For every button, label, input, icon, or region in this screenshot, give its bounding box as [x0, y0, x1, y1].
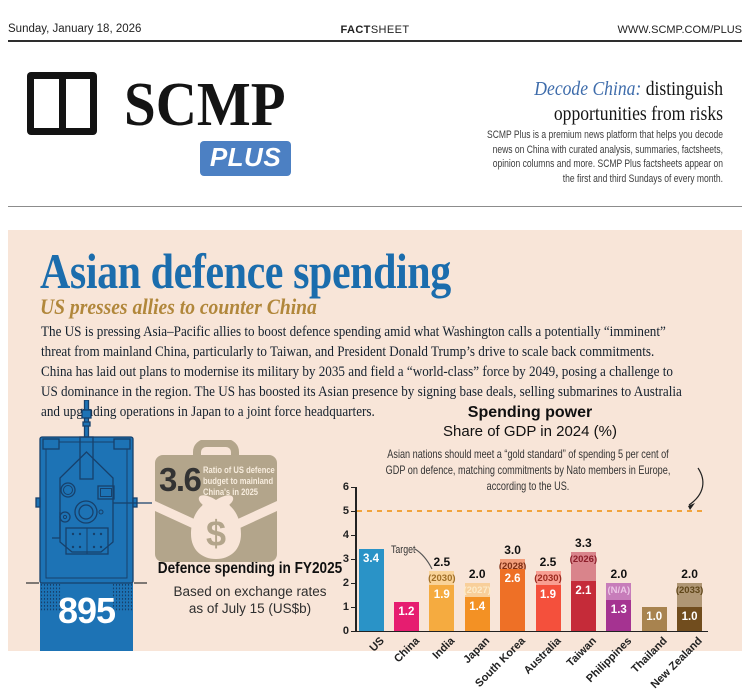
bar-value: 2.1 — [575, 584, 592, 597]
scmp-logo-icon — [27, 72, 97, 135]
y-tick-label: 5 — [342, 504, 349, 517]
bar-target-south-korea — [500, 559, 526, 569]
target-annotation: Target — [391, 544, 416, 556]
briefcase-icon: $ — [155, 440, 277, 562]
bar-target-value: 2.0 — [610, 567, 628, 581]
bar-target-year: (2033) — [675, 585, 704, 596]
tank-note-line1: Based on exchange rates — [173, 584, 327, 599]
bar-value: 1.2 — [398, 606, 415, 619]
plus-badge: PLUS — [200, 141, 291, 176]
masthead-rule — [8, 40, 742, 42]
y-tick — [350, 606, 355, 608]
chart-subtitle: Share of GDP in 2024 (%) — [443, 423, 617, 440]
tank-caption: Defence spending in FY2025 — [157, 560, 343, 577]
y-tick-label: 1 — [342, 600, 349, 613]
bar-value: 1.0 — [681, 611, 698, 623]
chart-x-axis — [355, 630, 708, 632]
y-tick-label: 4 — [342, 528, 349, 541]
bar-target-value: 2.5 — [433, 555, 451, 569]
ratio-value: 3.6 — [159, 461, 202, 498]
bar-india — [429, 585, 455, 631]
bar-target-new-zealand — [677, 583, 703, 607]
y-tick — [350, 630, 355, 632]
masthead-url[interactable]: WWW.SCMP.COM/PLUS — [617, 24, 742, 36]
bar-japan — [464, 597, 490, 631]
bar-target-year: (2028) — [498, 561, 527, 572]
bar-us — [358, 549, 384, 631]
y-tick-label: 0 — [342, 624, 349, 637]
bar-thailand — [641, 607, 667, 631]
chart-note: Asian nations should meet a “gold standa… — [385, 447, 671, 493]
bar-target-year: (2027) — [463, 585, 491, 596]
bar-target-value: 2.5 — [539, 555, 557, 569]
tank-note-line2: as of July 15 (US$b) — [188, 601, 312, 616]
bar-philippines — [606, 599, 632, 631]
y-tick-label: 6 — [342, 480, 349, 493]
bar-target-philippines — [606, 583, 632, 600]
tagline-lead: Decode China: — [534, 78, 642, 100]
bar-value: 1.9 — [540, 589, 556, 602]
bar-taiwan — [570, 580, 596, 631]
article-body: The US is pressing Asia–Pacific allies t… — [41, 324, 682, 420]
bar-target-year: (2026) — [569, 553, 598, 565]
bar-target-taiwan — [570, 551, 596, 581]
bar-target-year: (2030) — [534, 573, 562, 584]
y-tick-label: 2 — [342, 576, 349, 589]
tank-note: Based on exchange rates as of July 15 (US… — [130, 583, 370, 617]
masthead-date: Sunday, January 18, 2026 — [8, 23, 142, 35]
bar-target-value: 2.0 — [468, 567, 486, 581]
target-annotation-line — [414, 548, 433, 570]
article-title: Asian defence spending — [40, 243, 451, 299]
bar-australia — [535, 585, 561, 631]
bar-target-value: 3.0 — [504, 543, 521, 557]
bar-target-value: 2.0 — [681, 567, 698, 581]
chart-y-axis — [355, 487, 357, 632]
bar-target-india — [429, 571, 455, 586]
tank-illustration — [26, 400, 152, 651]
bar-target-year: (N/A) — [607, 585, 631, 596]
y-tick-label: 3 — [342, 552, 349, 565]
bar-value: 3.4 — [363, 553, 379, 566]
note-arrow — [688, 467, 704, 510]
bar-value: 1.0 — [646, 611, 663, 623]
factsheet-bold: FACT — [340, 24, 371, 36]
plus-badge-label: PLUS — [209, 141, 282, 172]
page: { "masthead": { "date": "Sunday, January… — [0, 23, 750, 691]
section-divider — [8, 206, 742, 207]
bar-target-year: (2030) — [428, 573, 456, 584]
bar-value: 1.3 — [610, 603, 627, 616]
y-tick — [350, 486, 355, 488]
logo-pane-right — [65, 79, 90, 128]
ratio-label: Ratio of US defence budget to mainland C… — [203, 465, 275, 498]
logo-pane-left — [34, 79, 59, 128]
y-tick — [350, 582, 355, 584]
brand-tagline: Decode China: distinguish opportunities … — [459, 77, 723, 127]
bar-china — [393, 602, 419, 631]
bar-target-japan — [464, 583, 490, 598]
y-tick — [350, 510, 355, 512]
y-tick — [350, 558, 355, 560]
factsheet-regular: SHEET — [370, 24, 410, 36]
bar-target-value: 3.3 — [575, 535, 592, 550]
gold-standard-line — [357, 510, 705, 512]
brand-description: SCMP Plus is a premium news platform tha… — [487, 129, 723, 185]
tagline-rest: distinguish opportunities from risks — [553, 78, 723, 125]
bar-value: 1.4 — [469, 601, 486, 614]
brand-name: SCMP — [124, 71, 286, 139]
svg-text:$: $ — [206, 513, 226, 554]
bar-south-korea — [500, 568, 526, 631]
masthead-factsheet: FACTSHEET — [0, 24, 750, 36]
bar-new-zealand — [677, 607, 703, 631]
bar-target-australia — [535, 571, 561, 586]
tank-value: 895 — [57, 590, 116, 631]
article-subtitle: US presses allies to counter China — [40, 294, 317, 319]
y-tick — [350, 534, 355, 536]
bar-value: 1.9 — [433, 589, 450, 602]
chart-title: Spending power — [467, 404, 593, 421]
bar-value: 2.6 — [504, 572, 521, 585]
